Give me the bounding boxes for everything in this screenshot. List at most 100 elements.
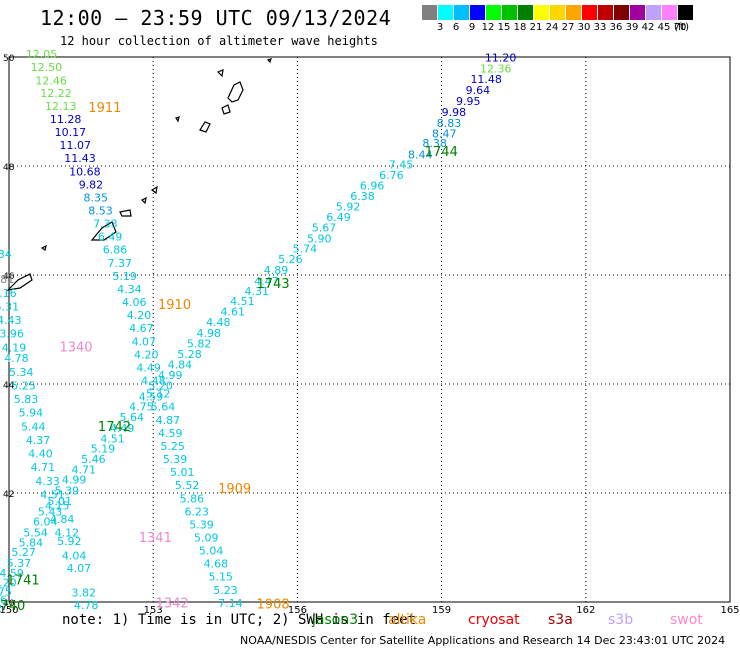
longitude-tick-label: 156 xyxy=(288,605,307,616)
wave-height-label: 3.96 xyxy=(0,328,24,341)
wave-height-label: 8.44 xyxy=(408,148,433,161)
wave-height-label: 4.51 xyxy=(100,432,125,445)
wave-height-label: 5.39 xyxy=(163,453,188,466)
color-scale-label: 12 xyxy=(481,22,495,33)
wave-height-label: 5.64 xyxy=(151,401,176,414)
wave-height-label: 11.28 xyxy=(50,113,82,126)
color-swatch xyxy=(486,5,502,20)
wave-height-label: 5.94 xyxy=(19,407,44,420)
map-frame xyxy=(8,56,731,603)
color-swatch xyxy=(614,5,630,20)
color-scale-label: 24 xyxy=(545,22,559,33)
satellite-legend-s3b: s3b xyxy=(608,612,634,628)
wave-height-label: 12.05 xyxy=(26,48,58,61)
coastline-island xyxy=(227,81,244,103)
color-scale-label: 27 xyxy=(561,22,575,33)
color-scale-label: 33 xyxy=(593,22,607,33)
wave-height-label: 5.01 xyxy=(170,466,195,479)
latitude-tick-label: 50 xyxy=(3,54,15,64)
wave-height-label: 4.59 xyxy=(158,427,183,440)
wave-height-label: 5.44 xyxy=(21,420,46,433)
coastline-island xyxy=(140,196,147,205)
color-scale-label: 18 xyxy=(513,22,527,33)
wave-height-label: 4.33 xyxy=(35,475,60,488)
wave-height-label: 4.51 xyxy=(40,488,65,501)
wave-height-label: 5.86 xyxy=(180,492,205,505)
wave-height-label: 3.16 xyxy=(0,287,17,300)
footnote: note: 1) Time is in UTC; 2) SWH is in fe… xyxy=(62,612,417,628)
color-swatch xyxy=(454,5,470,20)
color-scale-label: 21 xyxy=(529,22,543,33)
wave-height-label: 4.71 xyxy=(71,463,96,476)
coastline-island xyxy=(199,121,211,133)
wave-height-label: 6.34 xyxy=(0,248,12,261)
wave-height-label: 4.19 xyxy=(2,341,27,354)
wave-height-label: 4.06 xyxy=(122,296,147,309)
wave-height-label: 12.46 xyxy=(35,74,67,87)
wave-height-label: 4.87 xyxy=(156,414,181,427)
latitude-tick-label: 48 xyxy=(3,163,15,173)
wave-height-label: 4.37 xyxy=(26,434,51,447)
longitude-tick-label: 159 xyxy=(432,605,451,616)
color-swatch xyxy=(662,5,678,20)
coastline-island xyxy=(90,221,117,241)
wave-height-label: 8.35 xyxy=(84,191,109,204)
wave-height-label: 11.20 xyxy=(485,51,517,64)
longitude-tick-label: 153 xyxy=(144,605,163,616)
color-swatch xyxy=(550,5,566,20)
wave-height-label: 4.49 xyxy=(110,422,135,435)
wave-height-label: 5.64 xyxy=(120,411,145,424)
pass-time-label: 1909 xyxy=(218,482,251,497)
color-swatch xyxy=(630,5,646,20)
wave-height-label: 5.19 xyxy=(91,443,116,456)
wave-height-label: 4.68 xyxy=(204,558,229,571)
wave-height-label: 6.75 xyxy=(0,585,12,598)
wave-height-label: 11.43 xyxy=(64,152,96,165)
map-title: 12:00 — 23:59 UTC 09/13/2024 xyxy=(40,6,392,30)
satellite-legend-altika: altika xyxy=(388,612,427,628)
wave-height-label: 4.84 xyxy=(50,513,75,526)
wave-height-label: 5.28 xyxy=(177,348,202,361)
wave-height-label: 4.59 xyxy=(139,390,164,403)
wave-height-label: 8.38 xyxy=(422,137,447,150)
wave-height-label: 5.92 xyxy=(0,602,2,615)
wave-height-label: 2.81 xyxy=(0,273,14,286)
wave-height-label: 5.31 xyxy=(0,300,19,313)
wave-height-label: 6.04 xyxy=(33,516,58,529)
wave-height-label: 4.71 xyxy=(31,461,55,474)
color-swatch xyxy=(646,5,662,20)
wave-height-label: 4.61 xyxy=(220,305,245,318)
wave-height-label: 5.27 xyxy=(11,546,36,559)
color-scale-label: 3 xyxy=(436,22,444,33)
wave-height-label: 4.67 xyxy=(129,322,154,335)
wave-height-label: 5.34 xyxy=(9,366,34,379)
wave-height-label: 5.83 xyxy=(14,393,39,406)
color-swatch xyxy=(678,5,694,20)
wave-height-label: 4.59 xyxy=(0,567,24,580)
wave-height-label: 9.98 xyxy=(442,106,467,119)
wave-height-label: 5.84 xyxy=(19,536,44,549)
wave-height-label: 5.15 xyxy=(208,571,233,584)
pass-time-label: 1743 xyxy=(257,277,290,292)
pass-time-label: 1742 xyxy=(98,420,131,435)
wave-height-label: 5.52 xyxy=(175,479,200,492)
wave-height-label: 10.17 xyxy=(55,126,86,139)
wave-height-label: 4.84 xyxy=(168,359,193,372)
wave-height-label: 3.82 xyxy=(71,587,96,600)
latitude-tick-label: 42 xyxy=(3,490,14,500)
wave-height-label: 5.04 xyxy=(199,545,224,558)
wave-height-label: 9.95 xyxy=(456,95,481,108)
wave-height-label: 6.96 xyxy=(360,179,385,192)
satellite-legend-s3a: s3a xyxy=(548,612,573,628)
wave-height-label: 5.90 xyxy=(307,232,332,245)
color-scale-label: 36 xyxy=(609,22,623,33)
wave-height-label: 6.49 xyxy=(326,211,351,224)
wave-height-label: 4.31 xyxy=(245,285,270,298)
wave-height-label: 10.68 xyxy=(69,165,101,178)
wave-height-label: 5.82 xyxy=(187,337,212,350)
wave-height-label: 4.49 xyxy=(136,361,161,374)
wave-height-label: 4.43 xyxy=(0,314,21,327)
wave-height-label: 4.51 xyxy=(230,295,255,308)
wave-height-label: 9.82 xyxy=(79,178,104,191)
